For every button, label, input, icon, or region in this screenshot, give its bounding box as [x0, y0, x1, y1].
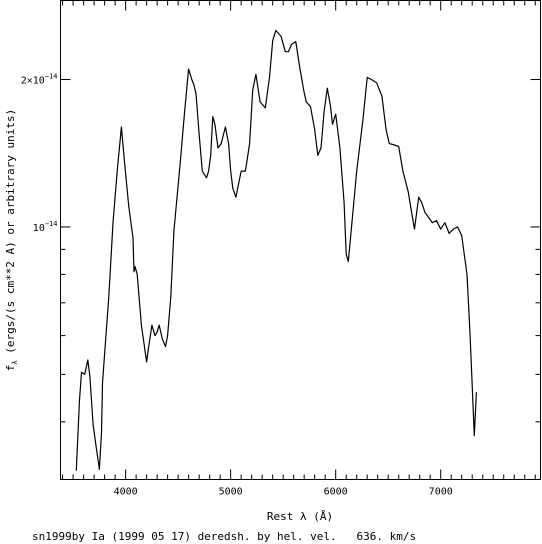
y-axis-label-subscript: λ [11, 360, 19, 364]
y-tick-label: 2×10−14 [21, 73, 58, 87]
y-axis-label: fλ (ergs/(s cm**2 A) or arbitrary units) [4, 109, 19, 372]
plot-frame [60, 0, 541, 480]
x-tick-label: 4000 [114, 487, 138, 498]
x-axis-ticks: 4000 5000 6000 7000 [62, 0, 536, 498]
chart-caption: sn1999by Ia (1999 05 17) deredsh. by hel… [32, 530, 416, 543]
y-tick-label: 10−14 [33, 220, 58, 234]
spectrum-line [75, 29, 477, 471]
x-axis-label: Rest λ (Å) [267, 510, 333, 523]
y-axis-label-main: (ergs/(s cm**2 A) or arbitrary units) [4, 109, 17, 354]
x-tick-label: 6000 [324, 487, 348, 498]
x-tick-label: 5000 [219, 487, 243, 498]
x-tick-label: 7000 [429, 487, 453, 498]
y-axis-ticks: 2×10−14 10−14 [21, 73, 541, 423]
svg-text:fλ (ergs/(s cm**2 A) or arbitr: fλ (ergs/(s cm**2 A) or arbitrary units) [4, 109, 19, 372]
